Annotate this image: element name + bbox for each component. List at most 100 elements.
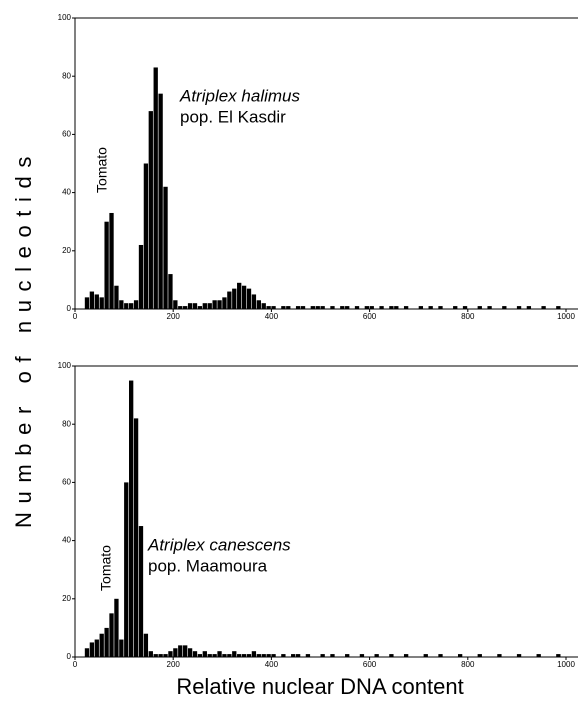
bar bbox=[379, 306, 384, 309]
bar bbox=[354, 306, 360, 309]
bar bbox=[133, 300, 139, 309]
bar bbox=[178, 645, 183, 657]
bar bbox=[227, 291, 232, 309]
bar bbox=[192, 303, 198, 309]
y-tick-label: 0 bbox=[67, 652, 72, 661]
bar bbox=[389, 306, 394, 309]
bar bbox=[502, 306, 507, 309]
bar bbox=[148, 111, 153, 310]
bar bbox=[310, 306, 315, 309]
bar bbox=[271, 306, 276, 309]
bar bbox=[320, 306, 325, 309]
bar bbox=[241, 285, 247, 309]
bar bbox=[241, 654, 247, 657]
bar bbox=[374, 654, 379, 657]
bar bbox=[119, 300, 124, 309]
bar bbox=[163, 186, 168, 309]
bar bbox=[256, 300, 261, 309]
bar bbox=[222, 297, 227, 309]
bar bbox=[516, 654, 522, 657]
bar bbox=[477, 306, 482, 309]
bar bbox=[217, 651, 222, 657]
bar bbox=[202, 303, 207, 309]
x-tick-label: 800 bbox=[461, 312, 475, 321]
bar bbox=[295, 306, 301, 309]
x-tick-label: 400 bbox=[265, 660, 279, 669]
bar bbox=[158, 93, 163, 309]
bar bbox=[129, 380, 134, 657]
bar bbox=[315, 306, 320, 309]
bar bbox=[138, 244, 144, 309]
bar bbox=[394, 306, 399, 309]
y-axis-label: Number of nucleotids bbox=[11, 148, 36, 528]
bar bbox=[438, 654, 443, 657]
x-tick-label: 800 bbox=[461, 660, 475, 669]
bar bbox=[516, 306, 522, 309]
y-tick-label: 100 bbox=[58, 361, 72, 370]
bar bbox=[389, 654, 394, 657]
bar bbox=[212, 654, 217, 657]
bar bbox=[266, 306, 271, 309]
bar bbox=[281, 306, 286, 309]
bar bbox=[556, 654, 561, 657]
bar bbox=[271, 654, 276, 657]
bar bbox=[403, 654, 409, 657]
bar bbox=[94, 639, 99, 657]
bar bbox=[84, 648, 90, 657]
bar bbox=[143, 633, 149, 657]
bar bbox=[124, 482, 129, 657]
bar bbox=[197, 654, 203, 657]
bar bbox=[222, 654, 227, 657]
bar bbox=[133, 418, 139, 657]
bar bbox=[187, 303, 193, 309]
bar bbox=[183, 645, 188, 657]
bar bbox=[541, 306, 546, 309]
bar bbox=[173, 300, 178, 309]
bar bbox=[173, 648, 178, 657]
bar bbox=[99, 297, 104, 309]
annotation: Atriplex canescens bbox=[147, 535, 291, 554]
bar bbox=[453, 306, 458, 309]
x-tick-label: 1000 bbox=[557, 312, 575, 321]
annotation: pop. El Kasdir bbox=[180, 107, 286, 126]
bar bbox=[84, 297, 90, 309]
bar bbox=[320, 654, 325, 657]
y-tick-label: 80 bbox=[62, 419, 71, 428]
y-tick-label: 40 bbox=[62, 188, 71, 197]
bar bbox=[104, 627, 109, 657]
bar bbox=[114, 285, 119, 309]
bar bbox=[237, 654, 242, 657]
bar bbox=[345, 654, 350, 657]
bar bbox=[104, 221, 109, 309]
y-tick-label: 20 bbox=[62, 594, 71, 603]
bar bbox=[129, 303, 134, 309]
bar bbox=[428, 306, 433, 309]
annotation: Tomato bbox=[94, 147, 110, 193]
bar bbox=[246, 288, 252, 309]
annotation: pop. Maamoura bbox=[148, 556, 268, 575]
bar bbox=[168, 274, 173, 309]
bar bbox=[148, 651, 153, 657]
bar bbox=[153, 654, 158, 657]
y-tick-label: 80 bbox=[62, 71, 71, 80]
bar bbox=[261, 303, 266, 309]
bar bbox=[168, 651, 173, 657]
bar bbox=[217, 300, 222, 309]
bar bbox=[305, 654, 311, 657]
bar bbox=[345, 306, 350, 309]
bar bbox=[403, 306, 409, 309]
bar bbox=[340, 306, 345, 309]
bar bbox=[295, 654, 301, 657]
y-tick-label: 0 bbox=[67, 304, 72, 313]
bar bbox=[300, 306, 306, 309]
bar bbox=[124, 303, 129, 309]
bar bbox=[330, 654, 335, 657]
bar bbox=[330, 306, 335, 309]
bar bbox=[526, 306, 532, 309]
x-tick-label: 0 bbox=[73, 660, 78, 669]
bar bbox=[556, 306, 561, 309]
x-tick-label: 0 bbox=[73, 312, 78, 321]
y-tick-label: 100 bbox=[58, 13, 72, 22]
x-tick-label: 200 bbox=[167, 312, 181, 321]
bar bbox=[232, 651, 237, 657]
